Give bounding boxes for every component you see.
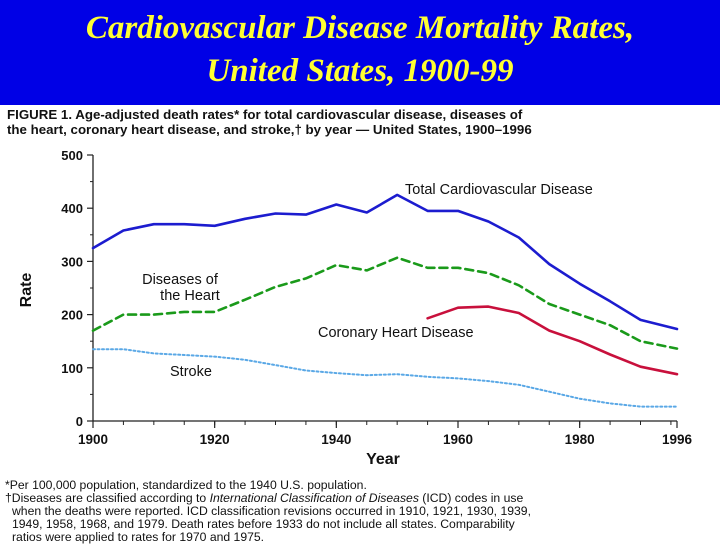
figure-caption: FIGURE 1. Age-adjusted death rates* for …	[7, 107, 713, 137]
footnote-2: †Diseases are classified according to In…	[5, 492, 717, 505]
footnote-3: when the deaths were reported. ICD class…	[12, 504, 531, 518]
footnote-2-start: †Diseases are classified according to	[5, 491, 210, 505]
footnote-2-icd-title: International Classification of Diseases	[209, 491, 419, 505]
series-stroke-line	[92, 348, 678, 408]
y-tick-label: 500	[61, 148, 83, 163]
series-total-cvd-line	[91, 193, 679, 331]
series-label-chd: Coronary Heart Disease	[318, 325, 474, 341]
footnotes: *Per 100,000 population, standardized to…	[5, 479, 717, 544]
series-label-total-cvd: Total Cardiovascular Disease	[405, 182, 593, 198]
footnote-2-end: (ICD) codes in use	[418, 491, 524, 505]
series-heart-line	[91, 256, 679, 350]
x-tick-label: 1900	[78, 432, 108, 447]
y-tick-label: 100	[61, 361, 83, 376]
x-tick-label: 1960	[443, 432, 473, 447]
title-banner: Cardiovascular Disease Mortality Rates, …	[0, 0, 720, 105]
footnote-5: ratios were applied to rates for 1970 an…	[12, 530, 265, 544]
figure-caption-line1: FIGURE 1. Age-adjusted death rates* for …	[7, 107, 523, 122]
x-tick-label: 1996	[662, 432, 693, 447]
series-chd-line	[426, 305, 679, 376]
slide-title-line2: United States, 1900-99	[206, 53, 514, 89]
series-label-heart-line1: Diseases of	[142, 272, 219, 288]
y-tick-label: 0	[76, 414, 83, 429]
series-label-stroke: Stroke	[170, 364, 212, 380]
y-tick-label: 200	[61, 308, 83, 323]
x-axis-label: Year	[366, 451, 400, 468]
series-label-heart-line2: the Heart	[160, 288, 220, 304]
footnote-1: *Per 100,000 population, standardized to…	[5, 478, 367, 492]
footnote-4: 1949, 1958, 1968, and 1979. Death rates …	[12, 517, 515, 531]
x-tick-label: 1980	[565, 432, 595, 447]
slide-title-line1: Cardiovascular Disease Mortality Rates,	[85, 10, 635, 46]
x-tick-label: 1920	[200, 432, 230, 447]
x-tick-label: 1940	[321, 432, 351, 447]
figure-caption-line2: the heart, coronary heart disease, and s…	[7, 122, 532, 137]
mortality-line-chart: 0 100 200 300 400 500 1900 1920 1940 1960 1980 1996…	[18, 148, 693, 468]
y-axis-label: Rate	[18, 273, 35, 308]
y-tick-label: 300	[61, 254, 83, 269]
y-tick-label: 400	[61, 201, 83, 216]
